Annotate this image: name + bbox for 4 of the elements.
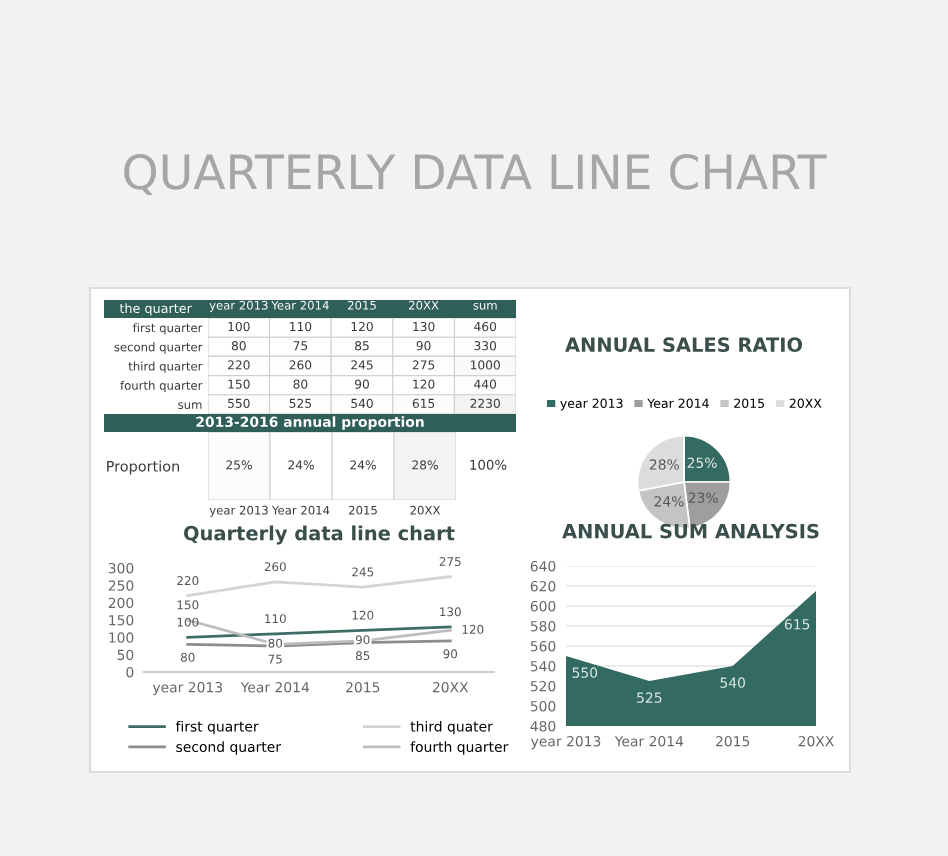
chart-title: ANNUAL SALES RATIO [565,337,803,353]
chart-title: ANNUAL SUM ANALYSIS [562,523,819,539]
chart-title: Quarterly data line chart [183,525,455,545]
chart-title: QUARTERLY DATA LINE CHART [124,153,827,196]
